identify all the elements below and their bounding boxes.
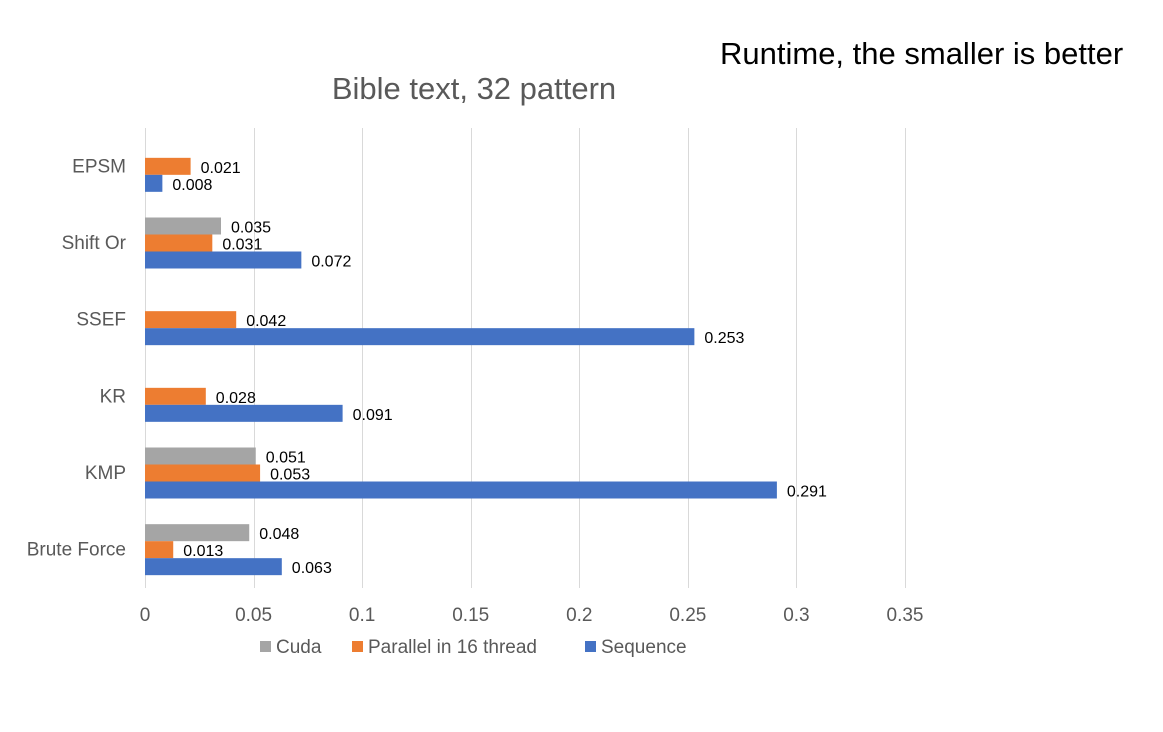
bar: [145, 481, 777, 499]
bar: [145, 524, 250, 542]
data-label: 0.072: [311, 254, 351, 271]
category-labels: EPSM Shift Or SSEF KR KMP Brute Force: [27, 156, 127, 560]
x-tick-label: 0.1: [349, 605, 375, 626]
bar: [145, 174, 163, 192]
category-label: KMP: [85, 463, 126, 484]
bar: [145, 558, 282, 576]
bar: [145, 387, 206, 405]
bar: [145, 157, 191, 175]
category-label: Brute Force: [27, 540, 126, 561]
data-label: 0.028: [216, 390, 256, 407]
x-tick-label: 0: [140, 605, 151, 626]
x-tick-label: 0.3: [783, 605, 809, 626]
data-label: 0.063: [292, 560, 332, 577]
bar: [145, 251, 302, 269]
legend-swatch: [260, 641, 271, 652]
category-label: SSEF: [76, 310, 126, 331]
x-tick-label: 0.35: [887, 605, 924, 626]
bar: [145, 464, 261, 482]
bar: [145, 234, 213, 252]
data-label: 0.008: [172, 177, 212, 194]
data-label: 0.048: [259, 526, 299, 543]
x-tick-label: 0.15: [452, 605, 489, 626]
data-label: 0.053: [270, 467, 310, 484]
bar: [145, 447, 256, 465]
bar: [145, 404, 343, 422]
legend-swatch: [585, 641, 596, 652]
data-label: 0.051: [266, 450, 306, 467]
data-label: 0.091: [353, 407, 393, 424]
chart-title: Bible text, 32 pattern: [332, 71, 616, 106]
category-label: Shift Or: [62, 233, 127, 254]
category-label: KR: [100, 386, 126, 407]
bar: [145, 311, 237, 329]
data-label: 0.253: [704, 330, 744, 347]
legend-label: Sequence: [601, 637, 687, 658]
bar: [145, 541, 174, 559]
x-axis-ticks: 0 0.05 0.1 0.15 0.2 0.25 0.3 0.35: [140, 605, 924, 626]
chart-headline: Runtime, the smaller is better: [720, 36, 1124, 71]
data-label: 0.021: [201, 160, 241, 177]
bar: [145, 217, 221, 235]
x-tick-label: 0.2: [566, 605, 592, 626]
grid: [145, 128, 906, 588]
data-label: 0.291: [787, 484, 827, 501]
x-tick-label: 0.25: [669, 605, 706, 626]
legend-label: Cuda: [276, 637, 322, 658]
data-label: 0.035: [231, 220, 271, 237]
bar: [145, 328, 695, 346]
data-label: 0.031: [222, 237, 262, 254]
legend-swatch: [352, 641, 363, 652]
legend: Cuda Parallel in 16 thread Sequence: [260, 637, 687, 658]
x-tick-label: 0.05: [235, 605, 272, 626]
data-label: 0.042: [246, 313, 286, 330]
data-label: 0.013: [183, 543, 223, 560]
legend-label: Parallel in 16 thread: [368, 637, 537, 658]
category-label: EPSM: [72, 156, 126, 177]
